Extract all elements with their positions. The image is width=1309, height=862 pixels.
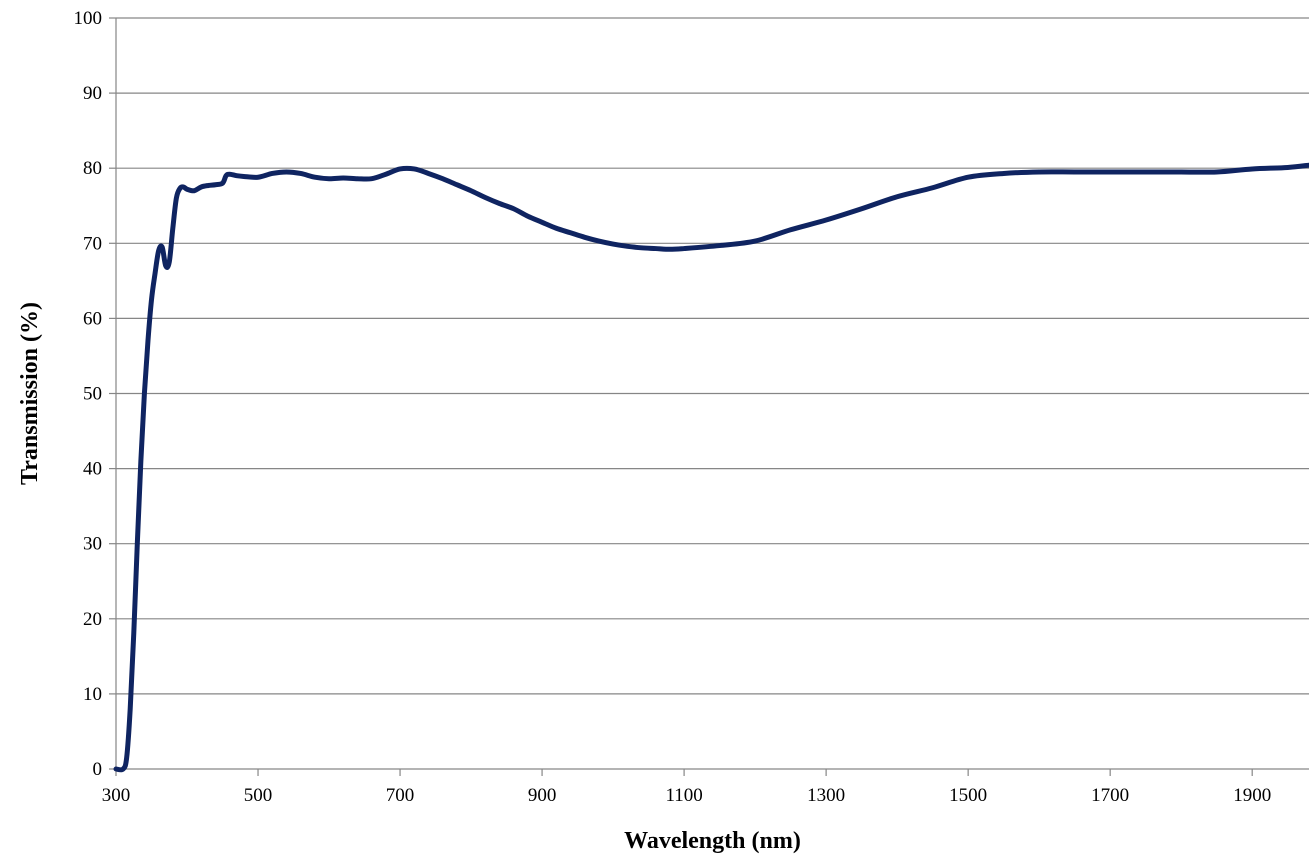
y-tick-label: 10	[83, 684, 102, 705]
x-tick-label: 1500	[949, 785, 987, 806]
x-tick-label: 1300	[807, 785, 845, 806]
y-tick-label: 70	[83, 233, 102, 254]
x-tick-label: 1700	[1091, 785, 1129, 806]
y-tick-label: 30	[83, 534, 102, 555]
y-tick-label: 60	[83, 308, 102, 329]
x-tick-label: 1100	[665, 785, 702, 806]
y-axis-title: Transmission (%)	[17, 302, 43, 485]
axes	[109, 17, 1309, 776]
y-tick-label: 0	[93, 759, 103, 780]
x-axis-title: Wavelength (nm)	[624, 828, 801, 854]
y-tick-label: 90	[83, 83, 102, 104]
x-tick-label: 1900	[1233, 785, 1271, 806]
x-tick-label: 700	[386, 785, 415, 806]
transmission-series-line	[113, 162, 1309, 773]
y-tick-label: 50	[83, 384, 102, 405]
y-tick-label: 100	[74, 8, 103, 29]
series	[113, 162, 1309, 773]
y-tick-label: 20	[83, 609, 102, 630]
x-tick-label: 500	[244, 785, 273, 806]
y-tick-label: 80	[83, 158, 102, 179]
x-tick-label: 300	[102, 785, 131, 806]
tick-labels: 0 10 20 30 40 50 60 70 80 90 100 300 500 700 900 1100 13…	[74, 8, 1272, 806]
grid	[116, 17, 1309, 695]
y-tick-label: 40	[83, 459, 102, 480]
x-tick-label: 900	[528, 785, 557, 806]
